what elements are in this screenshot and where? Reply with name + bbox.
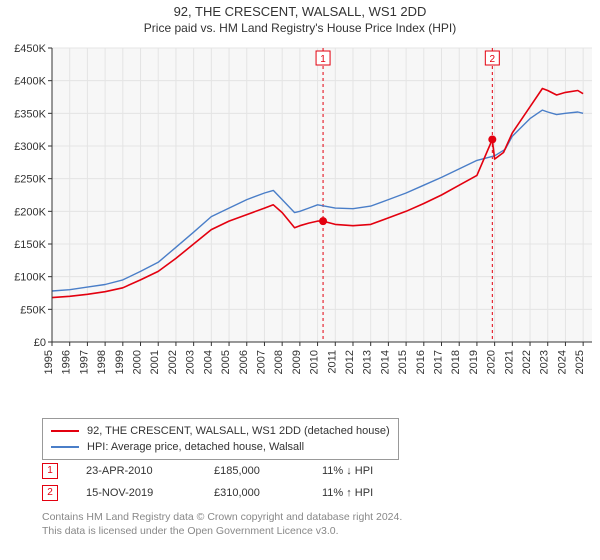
svg-text:1996: 1996 [61, 350, 73, 374]
svg-text:1997: 1997 [78, 350, 90, 374]
svg-text:£450K: £450K [14, 43, 46, 55]
svg-text:£50K: £50K [20, 304, 46, 316]
svg-text:2: 2 [490, 54, 496, 65]
chart-container: 92, THE CRESCENT, WALSALL, WS1 2DD Price… [0, 0, 600, 560]
svg-text:2015: 2015 [397, 350, 409, 374]
svg-text:£250K: £250K [14, 174, 46, 186]
attribution: Contains HM Land Registry data © Crown c… [42, 510, 402, 538]
svg-text:2017: 2017 [433, 350, 445, 374]
svg-text:2010: 2010 [309, 350, 321, 374]
svg-text:2014: 2014 [379, 350, 391, 374]
svg-text:1: 1 [320, 54, 326, 65]
svg-text:2013: 2013 [362, 350, 374, 374]
attribution-line: Contains HM Land Registry data © Crown c… [42, 510, 402, 524]
chart-area: £0 £50K £100K £150K £200K £250K £300K £350K £400… [0, 42, 600, 412]
title-line-2: Price paid vs. HM Land Registry's House … [0, 21, 600, 35]
svg-text:2009: 2009 [291, 350, 303, 374]
legend-item: HPI: Average price, detached house, Wals… [51, 439, 390, 455]
sales-list: 1 23-APR-2010 £185,000 11% ↓ HPI 2 15-NO… [42, 460, 562, 504]
legend-label: 92, THE CRESCENT, WALSALL, WS1 2DD (deta… [87, 423, 390, 439]
svg-text:1999: 1999 [114, 350, 126, 374]
svg-text:£350K: £350K [14, 108, 46, 120]
legend: 92, THE CRESCENT, WALSALL, WS1 2DD (deta… [42, 418, 399, 460]
svg-text:2011: 2011 [326, 350, 338, 374]
svg-text:2012: 2012 [344, 350, 356, 374]
sale-row: 2 15-NOV-2019 £310,000 11% ↑ HPI [42, 482, 562, 504]
legend-item: 92, THE CRESCENT, WALSALL, WS1 2DD (deta… [51, 423, 390, 439]
sale-price: £185,000 [214, 460, 294, 482]
svg-text:2008: 2008 [273, 350, 285, 374]
svg-text:£400K: £400K [14, 76, 46, 88]
svg-text:£200K: £200K [14, 206, 46, 218]
legend-label: HPI: Average price, detached house, Wals… [87, 439, 304, 455]
sale-marker-icon: 2 [42, 485, 58, 501]
svg-text:2004: 2004 [202, 350, 214, 374]
svg-text:2021: 2021 [503, 350, 515, 374]
legend-swatch [51, 430, 79, 432]
svg-text:£300K: £300K [14, 141, 46, 153]
svg-text:2022: 2022 [521, 350, 533, 374]
title-line-1: 92, THE CRESCENT, WALSALL, WS1 2DD [0, 4, 600, 19]
svg-text:2016: 2016 [415, 350, 427, 374]
sale-date: 15-NOV-2019 [86, 482, 186, 504]
svg-text:2019: 2019 [468, 350, 480, 374]
svg-text:2018: 2018 [450, 350, 462, 374]
sale-row: 1 23-APR-2010 £185,000 11% ↓ HPI [42, 460, 562, 482]
svg-text:2003: 2003 [185, 350, 197, 374]
svg-text:1995: 1995 [43, 350, 55, 374]
svg-text:2020: 2020 [486, 350, 498, 374]
svg-text:1998: 1998 [96, 350, 108, 374]
legend-swatch [51, 446, 79, 448]
sale-delta: 11% ↓ HPI [322, 460, 373, 482]
svg-text:2024: 2024 [556, 350, 568, 374]
attribution-line: This data is licensed under the Open Gov… [42, 524, 402, 538]
svg-text:2000: 2000 [132, 350, 144, 374]
svg-text:2023: 2023 [539, 350, 551, 374]
sale-price: £310,000 [214, 482, 294, 504]
svg-text:£100K: £100K [14, 272, 46, 284]
sale-delta: 11% ↑ HPI [322, 482, 373, 504]
svg-text:2006: 2006 [238, 350, 250, 374]
sale-marker-icon: 1 [42, 463, 58, 479]
svg-text:2005: 2005 [220, 350, 232, 374]
svg-text:£150K: £150K [14, 239, 46, 251]
svg-text:2025: 2025 [574, 350, 586, 374]
line-chart-svg: £0 £50K £100K £150K £200K £250K £300K £350K £400… [0, 42, 600, 412]
sale-date: 23-APR-2010 [86, 460, 186, 482]
svg-text:2007: 2007 [255, 350, 267, 374]
title-block: 92, THE CRESCENT, WALSALL, WS1 2DD Price… [0, 0, 600, 35]
svg-text:2002: 2002 [167, 350, 179, 374]
svg-text:2001: 2001 [149, 350, 161, 374]
svg-text:£0: £0 [34, 337, 46, 349]
